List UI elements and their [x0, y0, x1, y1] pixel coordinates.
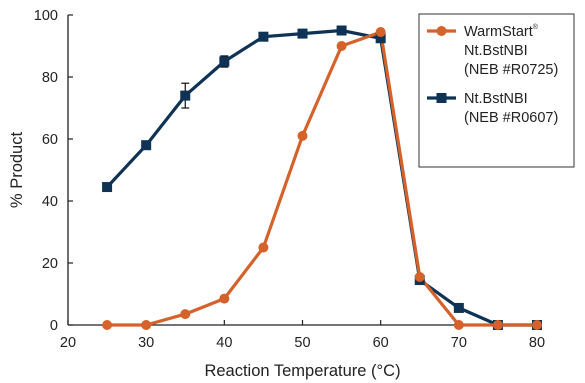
registered-mark: ® — [533, 23, 539, 31]
data-point-bstnbi — [102, 182, 113, 193]
x-tick-label: 50 — [294, 335, 310, 351]
x-tick-label: 20 — [60, 335, 76, 351]
y-tick-label: 20 — [42, 256, 58, 272]
legend: WarmStart® Nt.BstNBI (NEB #R0725) Nt.BstNBI… — [418, 13, 575, 168]
data-point-bstnbi — [336, 25, 347, 36]
y-tick-label: 100 — [34, 8, 58, 24]
data-point-warmstart — [102, 320, 113, 330]
data-point-bstnbi — [219, 56, 230, 67]
data-point-warmstart — [336, 41, 347, 51]
data-point-warmstart — [375, 27, 386, 38]
legend-label-warmstart: Nt.BstNBI — [464, 43, 528, 59]
data-point-bstnbi — [297, 28, 308, 39]
legend-label-bstnbi: Nt.BstNBI — [464, 91, 528, 107]
data-point-warmstart — [219, 293, 230, 304]
data-point-bstnbi — [453, 302, 464, 313]
data-point-bstnbi — [258, 31, 269, 42]
legend-label-warmstart: WarmStart® — [464, 23, 539, 40]
data-point-warmstart — [453, 320, 464, 330]
y-tick-label: 80 — [42, 70, 58, 86]
data-point-warmstart — [297, 130, 308, 141]
legend-label-bstnbi: (NEB #R0607) — [464, 110, 558, 126]
data-point-bstnbi — [141, 140, 152, 151]
y-tick-label: 0 — [50, 318, 58, 334]
data-point-bstnbi — [180, 90, 191, 101]
data-point-bstnbi — [375, 33, 386, 44]
x-tick-label: 30 — [138, 335, 154, 351]
data-point-warmstart — [141, 320, 152, 330]
data-point-warmstart — [258, 242, 269, 253]
x-tick-label: 60 — [373, 335, 389, 351]
data-point-warmstart — [492, 320, 503, 330]
legend-swatch-marker-warmstart — [436, 26, 447, 36]
x-tick-label: 70 — [451, 335, 467, 351]
x-axis-title: Reaction Temperature (°C) — [204, 362, 400, 380]
series-line-bstnbi — [105, 28, 537, 327]
legend-swatch-marker-bstnbi — [436, 93, 447, 103]
y-axis-title: % Product — [8, 132, 26, 209]
data-point-warmstart — [180, 309, 191, 320]
series-line-warmstart — [107, 30, 537, 327]
x-tick-label: 40 — [216, 335, 232, 351]
legend-box — [418, 13, 575, 168]
x-tick-label: 80 — [529, 335, 545, 351]
y-tick-label: 60 — [42, 132, 58, 148]
y-tick-label: 40 — [42, 194, 58, 210]
data-point-warmstart — [532, 320, 542, 330]
legend-label-warmstart: (NEB #R0725) — [464, 62, 558, 78]
data-point-warmstart — [414, 271, 425, 282]
